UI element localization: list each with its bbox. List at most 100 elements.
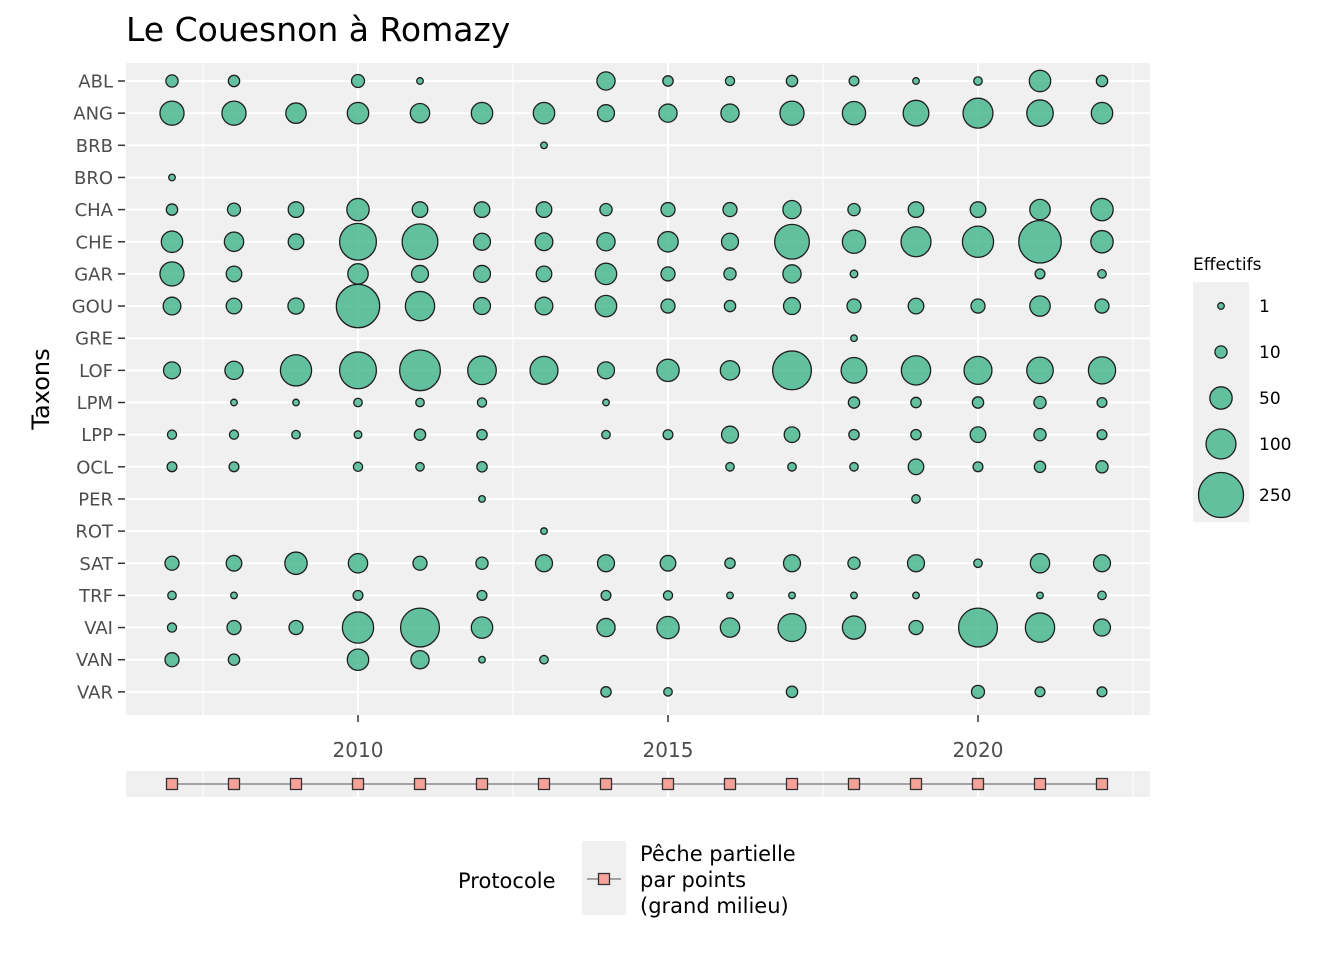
bubble-PER-2012 <box>478 495 486 503</box>
bubble-LPM-2008 <box>230 398 238 407</box>
protocol-marker-2010 <box>351 777 365 791</box>
bubble-LPP-2009 <box>291 429 301 440</box>
y-tick-label: PER <box>78 489 113 510</box>
size-legend-title: Effectifs <box>1193 255 1262 275</box>
bubble-ABL-2022 <box>1095 74 1109 88</box>
bubble-LOF-2017 <box>771 350 813 391</box>
protocol-legend-title: Protocole <box>458 869 556 893</box>
bubble-CHE-2021 <box>1018 219 1062 264</box>
bubble-SAT-2015 <box>659 554 677 572</box>
y-tick-label: ROT <box>75 522 114 543</box>
bubble-CHE-2011 <box>401 223 439 261</box>
bubble-GOU-2010 <box>335 283 381 329</box>
bubble-VAN-2007 <box>164 652 180 668</box>
bubble-LPM-2021 <box>1033 395 1047 410</box>
protocol-marker-2018 <box>847 777 861 791</box>
bubble-LPP-2017 <box>783 426 801 444</box>
bubble-BRO-2007 <box>168 173 176 182</box>
bubble-SAT-2013 <box>534 554 554 573</box>
bubble-TRF-2021 <box>1036 591 1044 600</box>
bubble-LPP-2008 <box>228 429 240 440</box>
bubble-LPP-2011 <box>413 428 427 441</box>
y-tick-label: BRB <box>76 136 113 157</box>
bubble-GOU-2011 <box>404 290 436 322</box>
bubble-GOU-2009 <box>287 297 305 315</box>
bubble-OCL-2022 <box>1095 460 1109 474</box>
bubble-LPM-2019 <box>910 396 922 409</box>
bubble-VAR-2017 <box>785 685 799 699</box>
bubble-LPP-2007 <box>166 429 178 440</box>
y-tick-label: ANG <box>73 104 113 125</box>
protocol-marker-2019 <box>909 777 923 791</box>
y-tick-label: BRO <box>74 168 113 189</box>
bubble-CHA-2007 <box>165 203 179 216</box>
bubble-PER-2019 <box>911 494 921 504</box>
bubble-GOU-2016 <box>723 299 737 313</box>
bubble-VAR-2022 <box>1096 686 1108 698</box>
bubble-SAT-2010 <box>347 552 369 574</box>
bubble-GOU-2017 <box>782 296 802 316</box>
bubble-VAI-2020 <box>957 607 999 648</box>
bubble-GOU-2007 <box>162 296 182 316</box>
bubble-LPM-2011 <box>415 397 425 408</box>
protocol-marker-2017 <box>785 777 799 791</box>
bubble-OCL-2019 <box>907 458 925 476</box>
bubble-ABL-2020 <box>973 76 983 86</box>
bubble-ANG-2015 <box>658 103 678 123</box>
bubble-GAR-2014 <box>594 262 618 286</box>
x-tick-label: 2020 <box>953 738 1004 762</box>
protocol-legend-label: Pêche partielle par points (grand milieu) <box>640 842 796 918</box>
bubble-CHE-2009 <box>287 233 305 251</box>
bubble-BRB-2013 <box>540 141 548 150</box>
bubble-GRE-2018 <box>850 334 858 343</box>
bubble-OCL-2017 <box>787 461 797 472</box>
bubble-VAI-2016 <box>719 617 741 638</box>
bubble-LPP-2018 <box>848 428 860 441</box>
size-legend-label: 10 <box>1259 343 1281 363</box>
size-legend-label: 100 <box>1259 435 1291 455</box>
protocol-marker-2012 <box>475 777 489 791</box>
bubble-LPM-2012 <box>476 397 488 408</box>
bubble-LPP-2010 <box>353 430 363 440</box>
bubble-ANG-2017 <box>779 100 805 126</box>
bubble-ABL-2007 <box>165 74 179 88</box>
bubble-TRF-2008 <box>230 591 238 600</box>
bubble-TRF-2019 <box>912 591 920 600</box>
y-tick-label: LPP <box>81 425 113 446</box>
bubble-CHE-2020 <box>961 225 995 258</box>
bubble-ANG-2009 <box>285 102 307 125</box>
bubble-VAI-2008 <box>226 619 242 636</box>
bubble-CHE-2012 <box>472 232 492 251</box>
bubble-GOU-2013 <box>534 296 554 316</box>
bubble-TRF-2016 <box>726 591 734 600</box>
bubble-VAI-2021 <box>1024 612 1056 643</box>
bubble-GAR-2007 <box>159 261 185 287</box>
y-tick-label: VAR <box>77 682 113 703</box>
bubble-GOU-2018 <box>846 298 862 314</box>
bubble-SAT-2017 <box>782 554 802 573</box>
bubble-CHA-2014 <box>599 202 613 217</box>
bubble-GAR-2017 <box>782 264 802 284</box>
bubble-CHA-2013 <box>535 201 553 219</box>
bubble-LOF-2010 <box>338 351 378 390</box>
bubble-ANG-2013 <box>532 101 556 125</box>
bubble-GOU-2022 <box>1094 298 1110 314</box>
x-axis: 2010 2015 2020 <box>333 715 1004 762</box>
bubble-VAI-2010 <box>341 611 375 644</box>
bubble-LPM-2022 <box>1096 396 1108 409</box>
bubble-TRF-2010 <box>352 589 364 601</box>
bubble-ABL-2021 <box>1028 69 1052 93</box>
bubble-GAR-2013 <box>535 265 553 283</box>
bubble-CHA-2008 <box>226 202 242 217</box>
bubble-GOU-2012 <box>472 296 492 316</box>
bubble-CHA-2021 <box>1029 198 1051 221</box>
bubble-LOF-2019 <box>900 355 932 386</box>
bubble-ANG-2022 <box>1090 101 1114 125</box>
bubble-LPM-2009 <box>292 398 300 407</box>
protocol-marker-2014 <box>599 777 613 791</box>
bubble-GAR-2012 <box>472 264 492 284</box>
bubble-GAR-2011 <box>410 264 430 284</box>
size-legend-key <box>1209 386 1233 410</box>
bubble-ANG-2012 <box>470 101 494 125</box>
bubble-VAI-2015 <box>656 615 680 640</box>
